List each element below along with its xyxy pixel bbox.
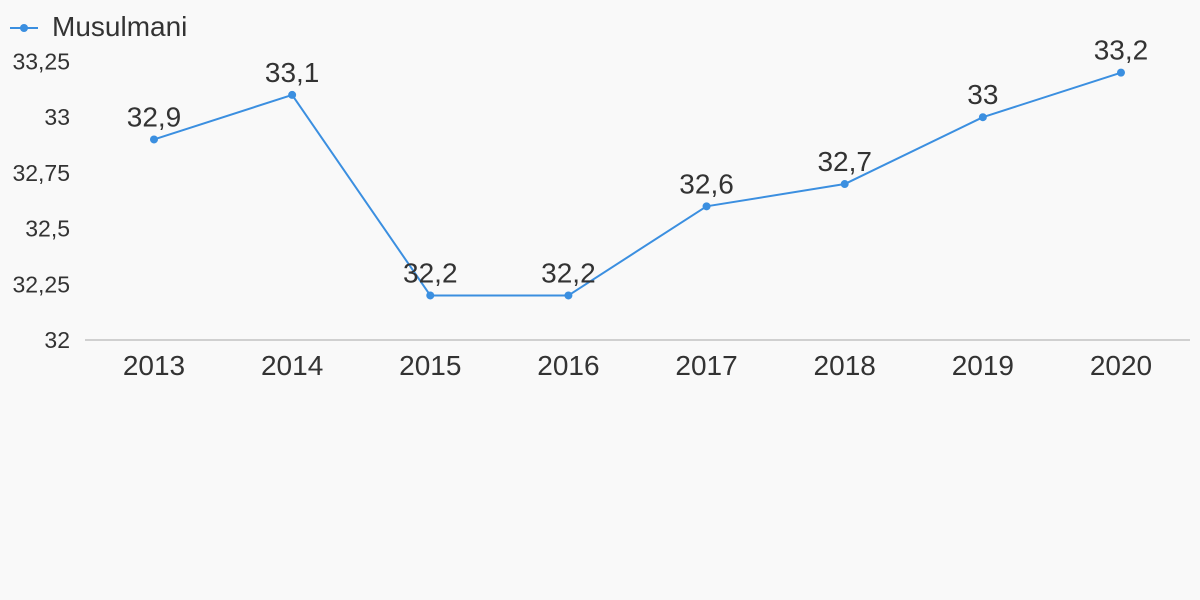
- data-label: 33: [967, 79, 998, 110]
- data-point[interactable]: [978, 113, 987, 122]
- data-point[interactable]: [150, 135, 158, 144]
- data-point[interactable]: [840, 180, 849, 189]
- data-label: 33,2: [1094, 35, 1149, 66]
- x-axis: 2013 2014 2015 2016 2017 2018 2019 2020: [85, 339, 1190, 381]
- data-label: 33,1: [265, 57, 320, 88]
- series-line: [153, 71, 1122, 297]
- y-tick-label: 32,25: [12, 271, 70, 297]
- x-tick-label: 2020: [1090, 350, 1152, 381]
- legend-series-label: Musulmani: [52, 11, 187, 42]
- data-point[interactable]: [288, 90, 297, 99]
- y-axis: 32 32,25 32,5 32,75 33 33,25: [12, 49, 70, 354]
- data-label: 32,7: [817, 146, 872, 177]
- data-label: 32,2: [403, 257, 458, 288]
- legend: Musulmani: [10, 11, 187, 42]
- data-label: 32,6: [679, 168, 734, 199]
- data-point[interactable]: [1116, 68, 1125, 77]
- data-label: 32,9: [127, 101, 182, 132]
- series-layer: [150, 68, 1125, 300]
- x-tick-label: 2019: [952, 350, 1014, 381]
- y-tick-label: 32: [44, 327, 70, 353]
- y-tick-label: 32,5: [25, 216, 70, 242]
- legend-series-marker: [20, 24, 28, 32]
- y-tick-label: 33: [44, 104, 70, 130]
- data-labels: 32,9 33,1 32,2 32,2 32,6 32,7 33 33,2: [127, 35, 1148, 289]
- data-point[interactable]: [702, 202, 711, 211]
- x-tick-label: 2016: [537, 350, 599, 381]
- data-point[interactable]: [426, 291, 435, 300]
- x-tick-label: 2017: [675, 350, 737, 381]
- x-tick-label: 2015: [399, 350, 461, 381]
- y-tick-label: 33,25: [12, 49, 70, 75]
- data-point[interactable]: [564, 291, 573, 300]
- x-tick-label: 2018: [814, 350, 876, 381]
- x-tick-label: 2013: [123, 350, 185, 381]
- data-label: 32,2: [541, 257, 596, 288]
- y-tick-label: 32,75: [12, 160, 70, 186]
- x-tick-label: 2014: [261, 350, 323, 381]
